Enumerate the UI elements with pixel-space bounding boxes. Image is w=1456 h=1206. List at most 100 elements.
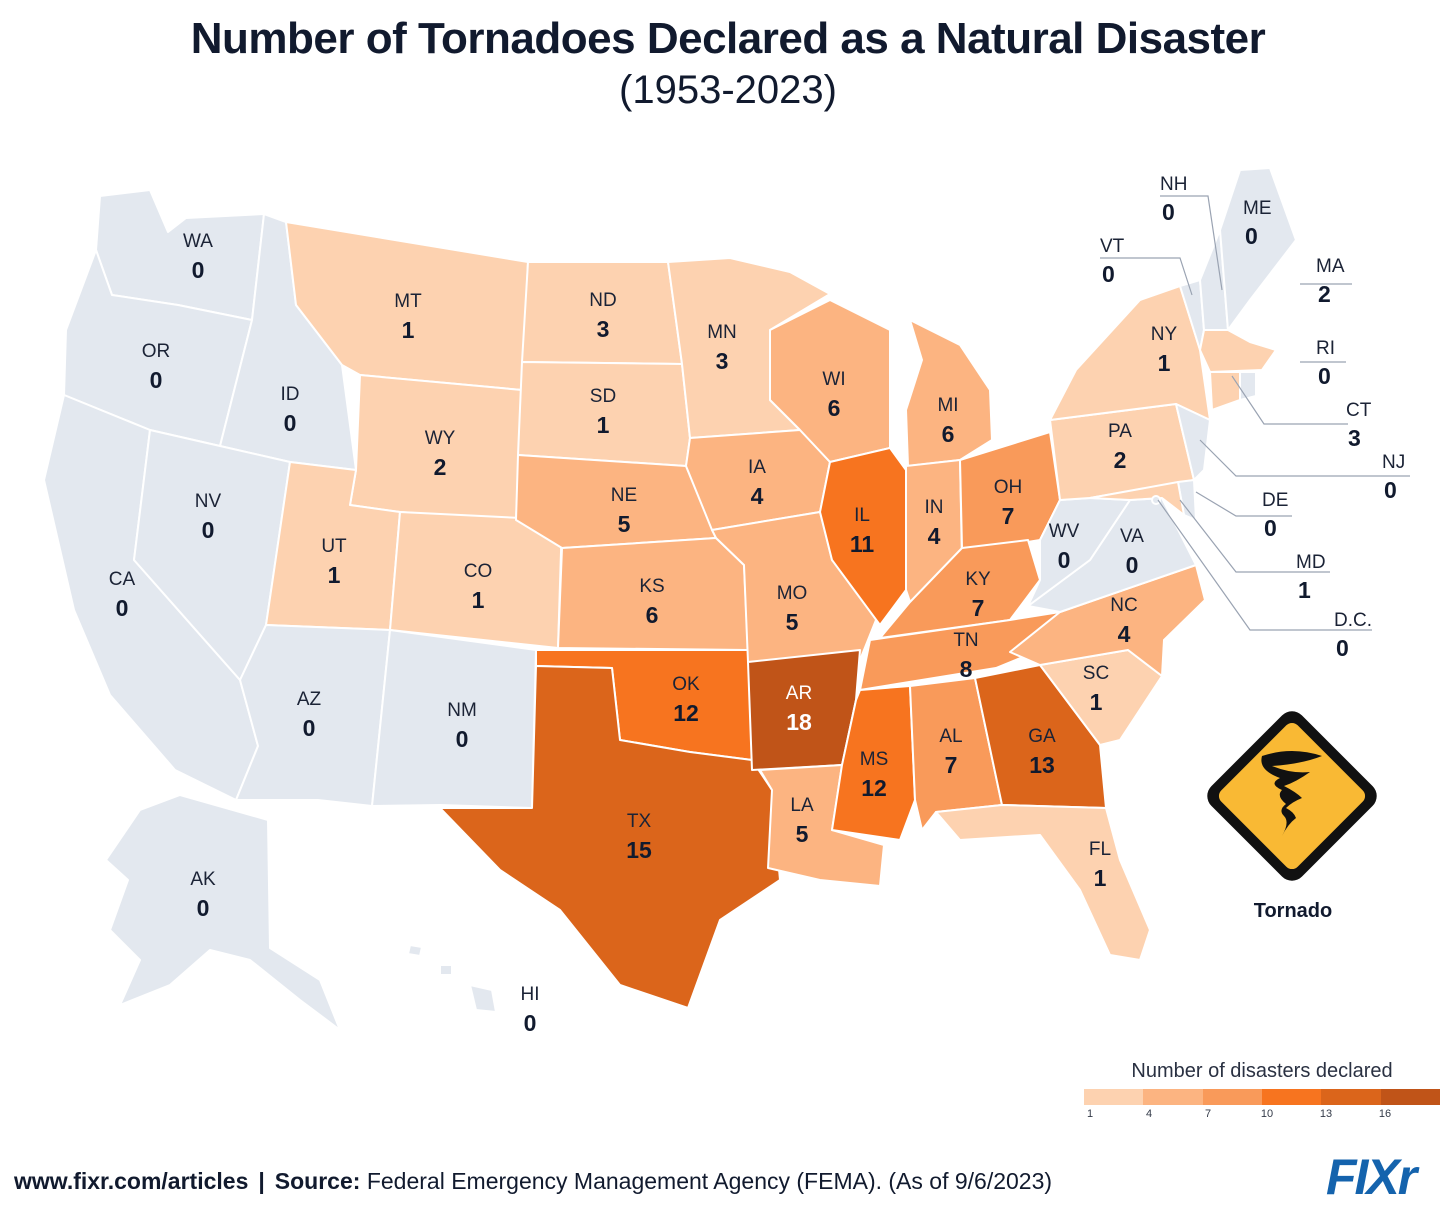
legend-tick: 1 [1086, 1108, 1094, 1120]
label-NV-value: 0 [202, 517, 215, 543]
label-UT-abbr: UT [321, 536, 347, 557]
footer-source-text: Federal Emergency Management Agency (FEM… [366, 1168, 1053, 1194]
label-CO-abbr: CO [464, 561, 493, 582]
legend-swatch-0 [1084, 1089, 1144, 1105]
fixr-logo[interactable]: FIXr [1326, 1149, 1417, 1205]
callout-CT-abbr: CT [1346, 400, 1372, 421]
map-subtitle: (1953-2023) [619, 68, 837, 112]
callout-NJ-abbr: NJ [1382, 452, 1405, 473]
label-NM-value: 0 [456, 726, 469, 752]
state-NJ [1175, 403, 1211, 481]
label-WV-value: 0 [1058, 547, 1071, 573]
label-HI-abbr: HI [521, 984, 540, 1005]
legend-tick: 13 [1319, 1108, 1333, 1120]
label-AL-value: 7 [945, 752, 958, 778]
legend-swatch-1 [1143, 1089, 1203, 1105]
label-VA-abbr: VA [1120, 526, 1144, 547]
label-NV-abbr: NV [195, 491, 222, 512]
callout-DE-abbr: DE [1262, 490, 1288, 511]
callout-DC-value: 0 [1336, 635, 1349, 661]
label-OH-value: 7 [1002, 503, 1015, 529]
label-WA-value: 0 [192, 257, 205, 283]
label-WI-abbr: WI [822, 369, 845, 390]
callout-MA-value: 2 [1318, 281, 1331, 307]
label-SC-abbr: SC [1083, 663, 1109, 684]
label-NY-value: 1 [1158, 350, 1171, 376]
label-MT-abbr: MT [394, 291, 422, 312]
label-NE-value: 5 [618, 511, 631, 537]
footer-site-link[interactable]: www.fixr.com/articles [14, 1168, 249, 1194]
label-UT-value: 1 [328, 562, 341, 588]
callout-MD-value: 1 [1298, 577, 1311, 603]
label-FL-value: 1 [1094, 865, 1107, 891]
label-SD-abbr: SD [590, 386, 616, 407]
label-AL-abbr: AL [939, 726, 962, 747]
label-WA-abbr: WA [183, 231, 213, 252]
label-MT-value: 1 [402, 317, 415, 343]
state-NM [371, 629, 537, 809]
label-WY-abbr: WY [425, 428, 456, 449]
state-TX [439, 665, 781, 1009]
legend-tick: 10 [1260, 1108, 1274, 1120]
label-ND-value: 3 [597, 316, 610, 342]
callout-VT-value: 0 [1102, 261, 1115, 287]
label-AR-abbr: AR [786, 683, 812, 704]
state-IL [819, 447, 907, 626]
legend-swatch-3 [1261, 1089, 1322, 1105]
color-legend: Number of disasters declared 1 4 7 10 13 16 [1084, 1060, 1440, 1121]
label-GA-abbr: GA [1028, 726, 1056, 747]
label-ID-value: 0 [284, 410, 297, 436]
label-KS-value: 6 [646, 602, 659, 628]
label-IN-value: 4 [928, 523, 941, 549]
legend-color-bar [1084, 1089, 1440, 1105]
label-MI-abbr: MI [937, 395, 958, 416]
label-AK-abbr: AK [190, 869, 216, 890]
callout-RI-abbr: RI [1316, 338, 1335, 359]
legend-tick: 4 [1145, 1108, 1153, 1120]
label-OH-abbr: OH [994, 477, 1023, 498]
label-IN-abbr: IN [925, 497, 944, 518]
label-AR-value: 18 [786, 709, 812, 735]
label-IA-value: 4 [751, 483, 764, 509]
state-GA [974, 664, 1107, 809]
label-IL-value: 11 [850, 531, 875, 557]
tornado-warning-icon [1207, 711, 1377, 881]
state-RI [1239, 371, 1257, 401]
label-TX-abbr: TX [627, 811, 652, 832]
legend-tick: 7 [1204, 1108, 1212, 1120]
label-KY-value: 7 [972, 595, 985, 621]
footer-source-label: Source: [274, 1168, 361, 1194]
legend-swatch-2 [1202, 1089, 1262, 1105]
callout-labels: NH 0 ME 0 VT 0 MA 2 RI 0 CT 3 NJ 0 DE 0 MD 1 D.C. 0 [1100, 174, 1405, 661]
label-HI-value: 0 [524, 1010, 537, 1036]
label-SD-value: 1 [597, 412, 610, 438]
state-DC [1151, 495, 1161, 505]
label-WY-value: 2 [434, 454, 447, 480]
label-WV-abbr: WV [1049, 521, 1080, 542]
label-PA-abbr: PA [1108, 421, 1132, 442]
label-OK-abbr: OK [672, 674, 700, 695]
label-OK-value: 12 [673, 700, 699, 726]
label-CA-value: 0 [116, 595, 129, 621]
legend-swatch-4 [1321, 1089, 1381, 1105]
map-title: Number of Tornadoes Declared as a Natura… [190, 14, 1266, 63]
label-FL-abbr: FL [1089, 839, 1111, 860]
callout-ME-value: 0 [1245, 223, 1258, 249]
label-OR-abbr: OR [142, 341, 171, 362]
label-MS-abbr: MS [860, 749, 889, 770]
callout-MA-abbr: MA [1316, 256, 1345, 277]
label-KS-abbr: KS [639, 576, 664, 597]
label-MN-abbr: MN [707, 322, 737, 343]
legend-title: Number of disasters declared [1131, 1060, 1393, 1082]
label-VA-value: 0 [1126, 552, 1139, 578]
footer-separator: | [258, 1168, 265, 1194]
label-MO-value: 5 [786, 609, 799, 635]
label-ID-abbr: ID [281, 384, 300, 405]
label-AZ-abbr: AZ [297, 689, 322, 710]
label-AK-value: 0 [197, 895, 210, 921]
label-IL-abbr: IL [854, 505, 870, 526]
label-OR-value: 0 [150, 367, 163, 393]
label-NE-abbr: NE [611, 485, 637, 506]
label-AZ-value: 0 [303, 715, 316, 741]
label-NC-abbr: NC [1110, 595, 1137, 616]
